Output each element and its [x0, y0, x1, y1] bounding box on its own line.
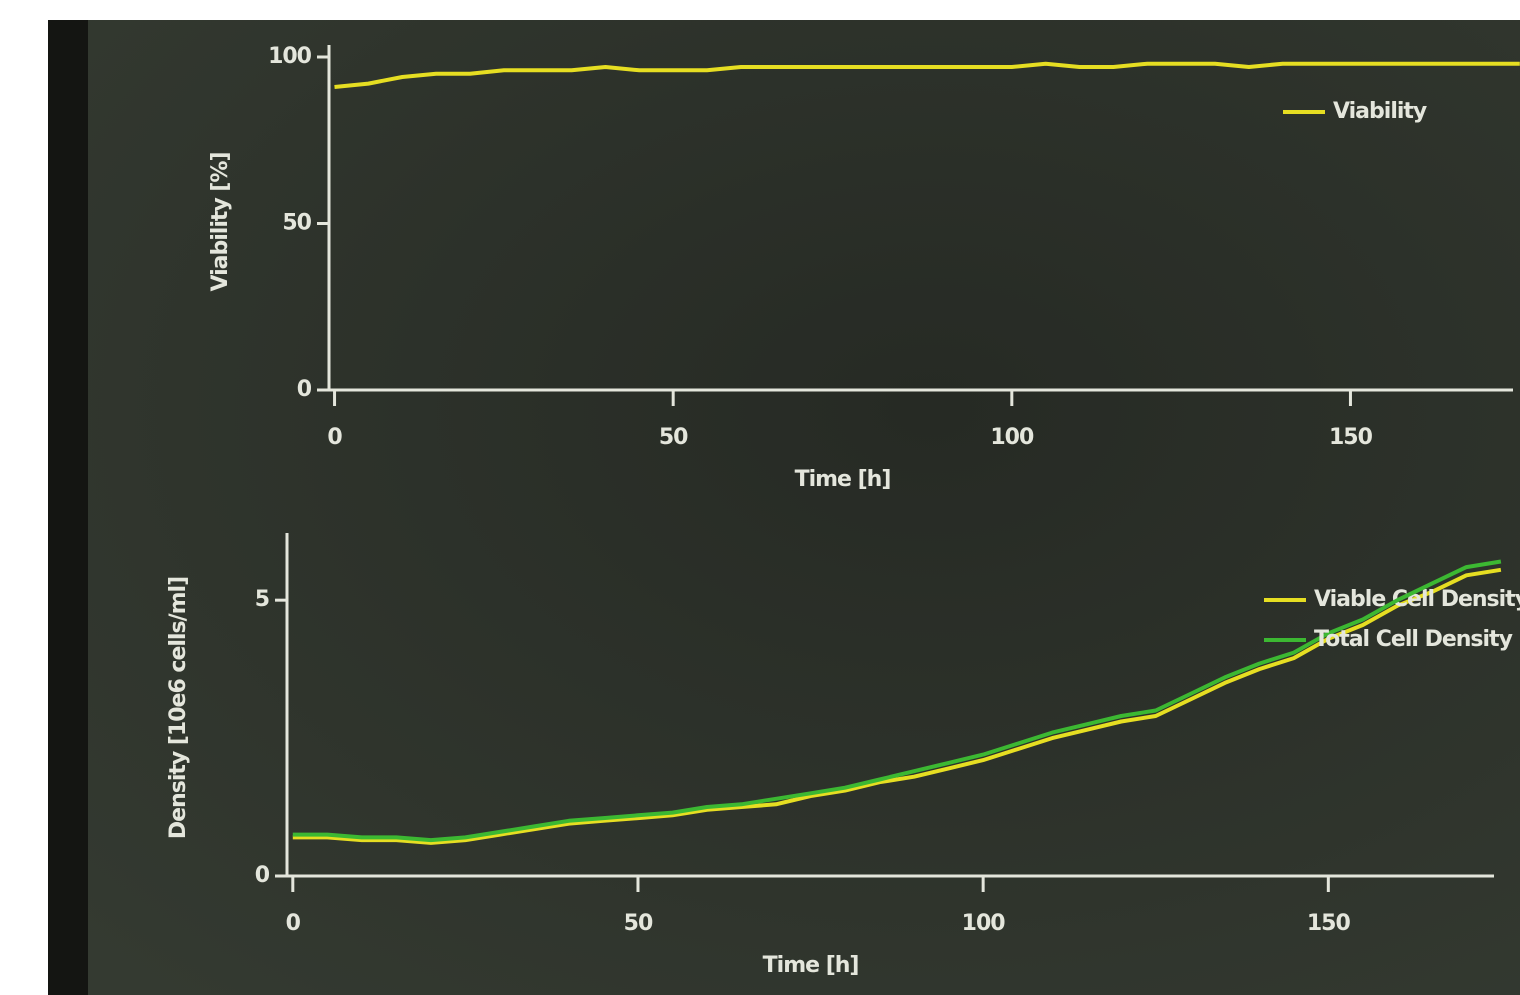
y-axis-label: Density [10e6 cells/ml] — [166, 577, 191, 839]
data-line — [292, 567, 1502, 845]
y-tick-label: 0 — [297, 377, 312, 402]
data-line — [292, 559, 1502, 843]
screen-bg — [48, 20, 1520, 995]
x-axis-label: Time [h] — [763, 953, 859, 978]
x-tick-label: 50 — [624, 911, 653, 936]
legend-label: Total Cell Density — [1314, 627, 1513, 652]
x-tick-label: 100 — [962, 911, 1006, 936]
bezel — [48, 20, 88, 995]
x-tick-label: 150 — [1329, 425, 1373, 450]
y-tick-label: 100 — [268, 44, 312, 69]
y-axis-label: Viability [%] — [208, 152, 233, 291]
y-tick-label: 0 — [255, 863, 270, 888]
x-tick-label: 0 — [286, 911, 301, 936]
x-tick-label: 0 — [327, 425, 342, 450]
legend-label: Viability — [1333, 99, 1427, 124]
y-tick-label: 5 — [255, 587, 269, 612]
y-tick-label: 50 — [282, 211, 311, 236]
x-tick-label: 50 — [659, 425, 688, 450]
x-tick-label: 100 — [990, 425, 1034, 450]
data-line — [334, 61, 1520, 89]
x-axis-label: Time [h] — [795, 467, 891, 492]
x-tick-label: 150 — [1307, 911, 1351, 936]
